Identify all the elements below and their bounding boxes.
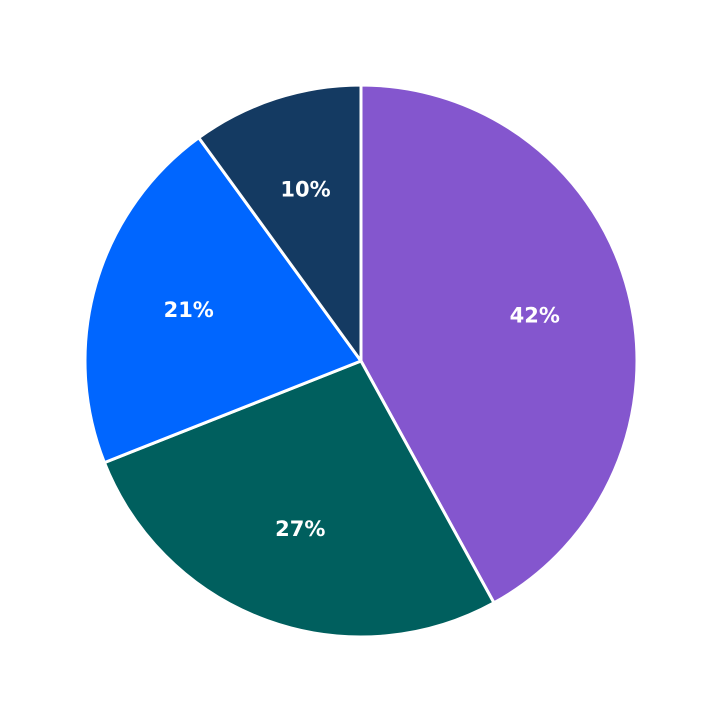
pie-slice (359, 83, 639, 605)
value-label: 42% (510, 303, 560, 327)
pie-slice (83, 136, 363, 465)
value-label: 27% (275, 517, 325, 541)
value-label: 21% (164, 298, 214, 322)
pie-slice (197, 83, 363, 363)
pie-slice (102, 359, 496, 639)
value-label: 10% (280, 177, 330, 201)
